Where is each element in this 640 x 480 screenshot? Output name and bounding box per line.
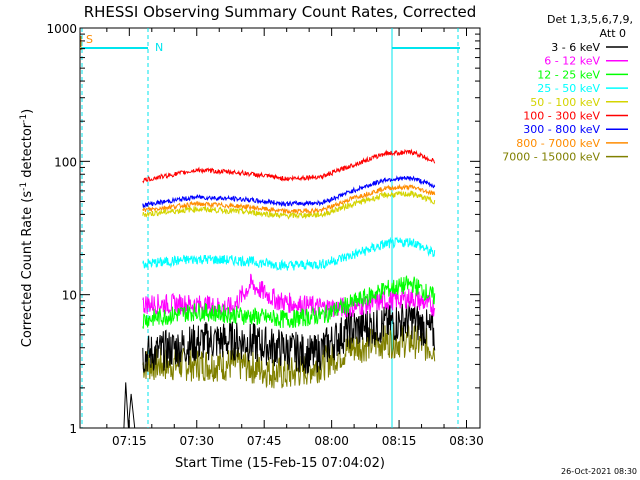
- series-line: [142, 301, 436, 374]
- legend-label: 800 - 7000 keV: [516, 137, 600, 150]
- x-axis-label: Start Time (15-Feb-15 07:04:02): [175, 456, 385, 471]
- x-tick-label: 08:30: [449, 434, 484, 448]
- legend-label: 300 - 800 keV: [523, 123, 600, 136]
- series-line: [142, 175, 436, 209]
- y-tick-label: 100: [54, 155, 77, 169]
- x-tick-label: 07:30: [179, 434, 214, 448]
- y-tick-label: 1000: [46, 22, 77, 36]
- legend-label: 6 - 12 keV: [544, 55, 600, 68]
- series-line: [142, 148, 436, 184]
- x-tick-label: 08:00: [314, 434, 349, 448]
- series-line: [142, 273, 436, 319]
- plot-area: 07:15 07:30 07:45 08:00 08:15 08:30 1 10 100 100…: [46, 22, 483, 448]
- series-layer: [123, 148, 436, 429]
- y-tick-label: 10: [62, 289, 77, 303]
- series-line: [123, 382, 136, 429]
- series-line: [142, 274, 436, 329]
- date-stamp: 26-Oct-2021 08:30: [561, 467, 637, 476]
- plot-frame: [79, 27, 481, 429]
- chart-title: RHESSI Observing Summary Count Rates, Co…: [84, 3, 477, 21]
- legend-label: 50 - 100 keV: [530, 96, 600, 109]
- legend-label: 100 - 300 keV: [523, 110, 600, 123]
- x-tick-label: 07:45: [247, 434, 282, 448]
- pointing-flag-lines: [80, 28, 460, 428]
- x-tick-label: 07:15: [112, 434, 147, 448]
- y-axis-ticks: 1 10 100 1000: [46, 22, 480, 436]
- flag-label-s: S: [86, 33, 93, 46]
- legend-header-line2: Att 0: [600, 27, 626, 40]
- y-tick-label: 1: [69, 422, 77, 436]
- x-tick-label: 08:15: [382, 434, 417, 448]
- x-axis-ticks: 07:15 07:30 07:45 08:00 08:15 08:30: [106, 28, 484, 448]
- legend-header-line1: Det 1,3,5,6,7,9,: [547, 13, 633, 26]
- series-line: [142, 236, 436, 272]
- flag-label-n: N: [155, 41, 163, 54]
- series-line: [142, 190, 436, 220]
- legend-label: 7000 - 15000 keV: [502, 151, 600, 164]
- legend-label: 3 - 6 keV: [551, 41, 600, 54]
- legend-label: 25 - 50 keV: [537, 82, 600, 95]
- series-line: [142, 183, 436, 215]
- legend-label: 12 - 25 keV: [537, 68, 600, 81]
- y-axis-label: Corrected Count Rate (s-1 detector-1): [19, 109, 35, 347]
